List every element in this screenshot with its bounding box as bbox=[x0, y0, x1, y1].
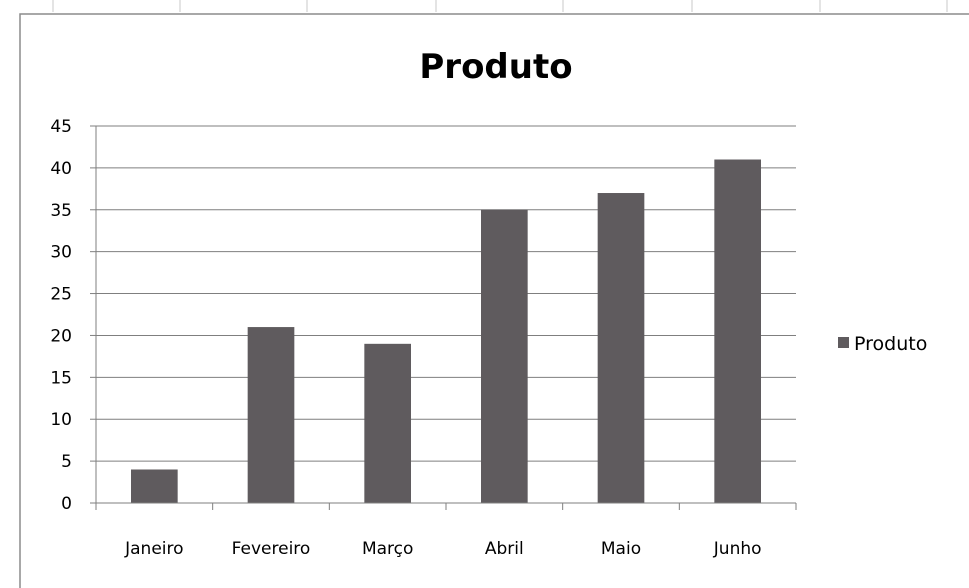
y-tick-label: 10 bbox=[50, 410, 72, 430]
legend-swatch-produto bbox=[838, 337, 849, 348]
spreadsheet-background bbox=[52, 0, 948, 12]
y-tick-label: 40 bbox=[50, 159, 72, 179]
bar-abril bbox=[481, 209, 528, 503]
y-axis: 0 5 10 15 20 25 30 35 40 45 bbox=[50, 117, 97, 514]
x-axis: Janeiro Fevereiro Março Abril Maio Junho bbox=[95, 502, 797, 559]
bar-maio bbox=[597, 193, 645, 503]
x-tick-label: Junho bbox=[713, 539, 762, 559]
bars bbox=[131, 159, 761, 503]
x-tick-label: Fevereiro bbox=[232, 539, 311, 559]
y-tick-label: 35 bbox=[50, 201, 72, 221]
bar-fevereiro bbox=[247, 327, 295, 503]
y-tick-label: 45 bbox=[50, 117, 72, 137]
y-tick-label: 20 bbox=[50, 326, 72, 346]
gridlines bbox=[96, 125, 796, 462]
bar-junho bbox=[714, 159, 761, 503]
y-tick-label: 0 bbox=[61, 494, 72, 514]
y-tick-label: 15 bbox=[50, 368, 72, 388]
y-tick-label: 5 bbox=[61, 452, 72, 472]
legend: Produto bbox=[838, 333, 927, 355]
x-tick-label: Abril bbox=[485, 539, 524, 559]
x-tick-label: Janeiro bbox=[124, 539, 183, 559]
legend-label-produto: Produto bbox=[854, 333, 927, 355]
x-tick-label: Maio bbox=[601, 539, 641, 559]
y-tick-label: 30 bbox=[50, 243, 72, 263]
chart-title: Produto bbox=[419, 47, 572, 87]
bar-março bbox=[364, 343, 411, 503]
bar-janeiro bbox=[131, 469, 178, 503]
x-tick-label: Março bbox=[362, 539, 413, 559]
y-tick-label: 25 bbox=[50, 285, 72, 305]
